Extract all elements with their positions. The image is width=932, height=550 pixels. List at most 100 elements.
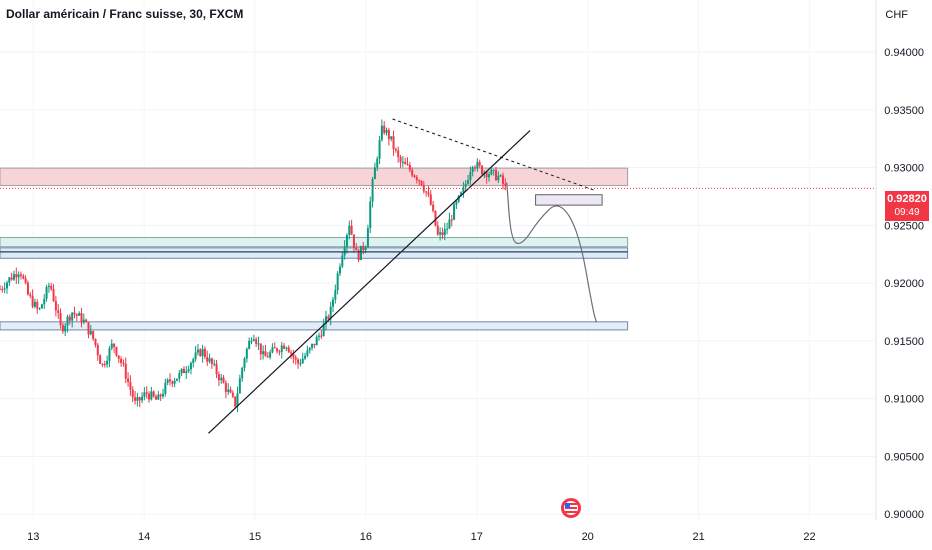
- candle-body: [222, 377, 225, 383]
- candle-body: [213, 363, 216, 365]
- candle-body: [404, 161, 407, 165]
- date-tick-label: 22: [803, 531, 815, 543]
- candle-body: [3, 288, 6, 290]
- candle-body: [285, 347, 288, 349]
- candle-body: [415, 176, 418, 181]
- target-box: [535, 194, 603, 206]
- candle-body: [40, 304, 43, 309]
- candle-body: [380, 125, 383, 141]
- candle-body: [103, 364, 106, 366]
- candle-body: [138, 397, 141, 401]
- candle-body: [36, 301, 39, 309]
- candle-body: [462, 187, 465, 193]
- date-tick-label: 20: [582, 531, 594, 543]
- candle-body: [394, 148, 397, 151]
- candle-body: [210, 358, 213, 364]
- candle-body: [175, 378, 178, 381]
- candle-body: [227, 389, 230, 392]
- candle-body: [110, 343, 113, 349]
- candle-body: [10, 277, 13, 280]
- candle-body: [33, 301, 36, 307]
- candle-body: [29, 294, 32, 296]
- grid-lines: [0, 0, 877, 520]
- candle-body: [94, 338, 97, 346]
- candle-body: [245, 348, 248, 359]
- candle-body: [315, 336, 318, 346]
- candle-body: [238, 378, 241, 394]
- candle-body: [304, 355, 307, 359]
- candle-body: [474, 167, 477, 169]
- candle-body: [145, 392, 148, 394]
- candle-body: [115, 347, 118, 356]
- zones-layer: [0, 167, 629, 331]
- candle-body: [196, 349, 199, 353]
- candle-body: [273, 347, 276, 349]
- time-axis[interactable]: 13 14 15 16 17 20 21 22: [27, 531, 815, 543]
- candle-body: [338, 266, 341, 274]
- candle-body: [54, 301, 57, 311]
- candle-body: [373, 167, 376, 180]
- candle-body: [313, 343, 316, 346]
- candle-body: [252, 339, 255, 341]
- candle-body: [299, 363, 302, 365]
- price-tick-label: 0.90500: [884, 451, 924, 463]
- candle-body: [334, 290, 337, 300]
- candle-body: [408, 164, 411, 170]
- price-axis[interactable]: 0.94000 0.93500 0.93000 0.92500 0.92000 0.915…: [884, 47, 924, 521]
- candle-body: [308, 347, 311, 351]
- price-tick-label: 0.92500: [884, 220, 924, 232]
- candle-body: [406, 164, 409, 166]
- currency-label: CHF: [885, 9, 908, 21]
- candle-body: [71, 312, 74, 321]
- candle-body: [364, 247, 367, 251]
- candle-body: [357, 250, 360, 261]
- candle-body: [283, 345, 286, 349]
- candle-body: [50, 285, 53, 290]
- candle-body: [457, 195, 460, 202]
- us-flag-event-icon[interactable]: [561, 498, 581, 518]
- candle-body: [287, 347, 290, 353]
- candle-body: [352, 234, 355, 248]
- candle-body: [168, 379, 171, 382]
- candle-body: [31, 295, 34, 307]
- price-tick-label: 0.91500: [884, 336, 924, 348]
- candle-body: [101, 363, 104, 365]
- candle-body: [278, 351, 281, 353]
- candle-body: [61, 324, 64, 332]
- candle-body: [401, 161, 404, 163]
- candle-body: [501, 175, 504, 184]
- candle-body: [290, 352, 293, 354]
- candle-body: [164, 382, 167, 394]
- candle-body: [276, 348, 279, 352]
- candle-body: [236, 393, 239, 407]
- candle-body: [376, 158, 379, 168]
- candle-body: [366, 228, 369, 248]
- candle-body: [131, 389, 134, 398]
- candle-body: [180, 368, 183, 374]
- candle-body: [96, 345, 99, 356]
- last-price-badge: 0.92820 09:49: [885, 191, 929, 221]
- candle-body: [155, 396, 158, 400]
- candle-body: [280, 345, 283, 352]
- support-zone-1: [0, 236, 629, 248]
- price-tick-label: 0.90000: [884, 509, 924, 521]
- candle-body: [369, 201, 372, 229]
- candle-body: [136, 397, 139, 401]
- candle-body: [392, 136, 395, 149]
- price-tick-label: 0.94000: [884, 47, 924, 59]
- candle-body: [399, 157, 402, 163]
- candle-body: [120, 358, 123, 363]
- candle-body: [47, 285, 50, 288]
- candle-body: [331, 299, 334, 307]
- candle-body: [17, 274, 20, 278]
- candle-body: [371, 179, 374, 202]
- candle-body: [22, 275, 25, 279]
- candle-body: [378, 140, 381, 159]
- candle-body: [129, 381, 132, 390]
- drawings-layer: [0, 118, 628, 434]
- candle-body: [166, 379, 169, 383]
- candle-body: [171, 381, 174, 384]
- candle-body: [5, 282, 8, 289]
- candle-body: [418, 180, 421, 182]
